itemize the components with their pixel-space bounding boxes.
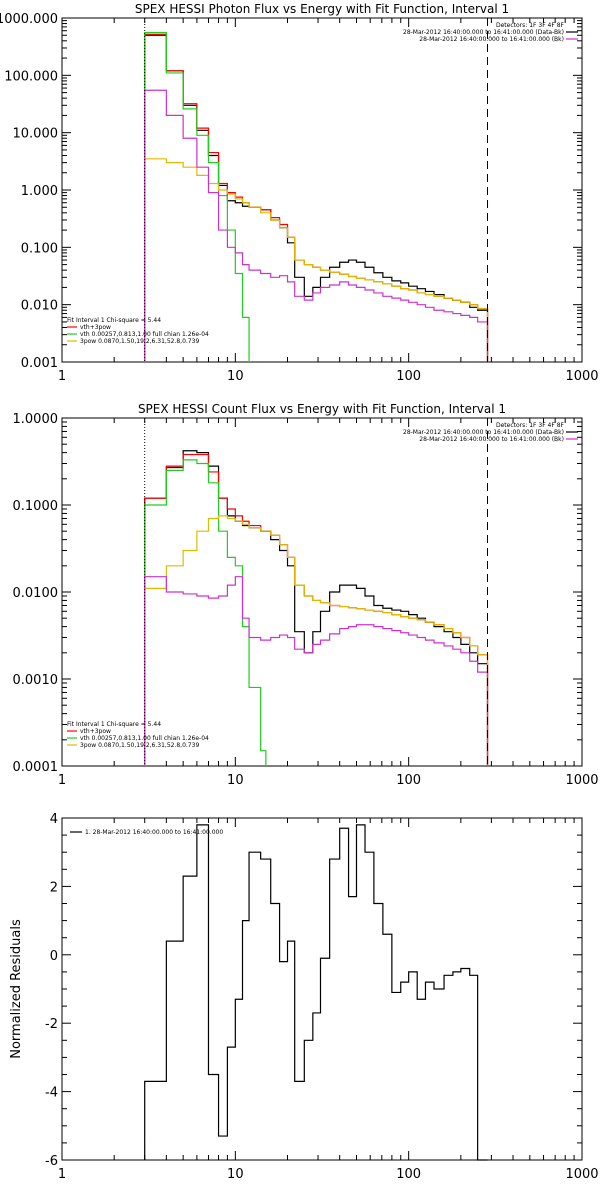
chart-1-legend-top-0: Detectors: 1F 3F 4F 8F — [496, 422, 565, 429]
chart-0-xtick-label-3: 1000 — [565, 369, 598, 384]
chart-2-xtick-label-3: 1000 — [565, 1167, 598, 1182]
chart-0-legend-bottom-1: vth+3pow — [80, 324, 111, 331]
chart-2-frame — [61, 817, 583, 1161]
chart-0-legend-bottom-3: 3pow 0.0870,1.50,19.2,6.31,52.8,0.739 — [80, 338, 199, 345]
chart-2-xtick-label-1: 10 — [227, 1167, 244, 1182]
chart-2-ytick-label-0: -6 — [45, 1154, 58, 1169]
chart-2-series-0 — [144, 824, 488, 1161]
chart-1-ytick-label-3: 0.1000 — [13, 499, 59, 514]
chart-0-legend-top-2: 28-Mar-2012 16:40:00.000 to 16:41:00.000… — [419, 36, 564, 43]
chart-0-legend-bottom-2: vth 0.00257,0.813,1.00 full chian 1.26e-… — [80, 331, 209, 338]
chart-1-ytick-label-0: 0.0001 — [13, 760, 59, 775]
chart-0-series-3 — [144, 158, 489, 362]
chart-0-ytick-label-3: 1.000 — [21, 184, 58, 199]
chart-1-series-0 — [144, 450, 489, 766]
chart-2-xtick-label-2: 100 — [396, 1167, 421, 1182]
chart-1-ytick-label-2: 0.0100 — [13, 586, 59, 601]
chart-0-ytick-label-4: 10.000 — [13, 127, 59, 142]
chart-2-ytick-label-3: 0 — [50, 949, 58, 964]
chart-0-legend-bottom-0: Fit Interval 1 Chi-square = 5.44 — [67, 317, 161, 324]
chart-0-series-2 — [144, 31, 250, 362]
chart-0-title: SPEX HESSI Photon Flux vs Energy with Fi… — [135, 2, 509, 16]
chart-0-xtick-label-2: 100 — [396, 369, 421, 384]
chart-0-series-4 — [144, 89, 489, 362]
chart-2-ytick-label-2: -2 — [45, 1017, 58, 1032]
chart-2-ytick-label-4: 2 — [50, 880, 58, 895]
chart-0-ytick-label-1: 0.010 — [21, 299, 58, 314]
chart-0-legend-top-0: Detectors: 1F 3F 4F 8F — [496, 22, 565, 29]
chart-0-ytick-label-6: 1000.000 — [0, 12, 58, 27]
chart-1-legend-bottom-2: vth 0.00257,0.813,1.00 full chian 1.26e-… — [80, 735, 209, 742]
chart-1-series-4 — [144, 576, 489, 766]
chart-1-legend-top-2: 28-Mar-2012 16:40:00.000 to 16:41:00.000… — [419, 436, 564, 443]
chart-0-legend-top-1: 28-Mar-2012 16:40:00.000 to 16:41:00.000… — [403, 29, 564, 36]
chart-1-legend-bottom-3: 3pow 0.0870,1.50,19.2,6.31,52.8,0.739 — [80, 742, 199, 749]
chart-2-xtick-label-0: 1 — [58, 1167, 66, 1182]
chart-2-ytick-label-5: 4 — [50, 812, 58, 827]
chart-0-xtick-label-1: 10 — [227, 369, 244, 384]
chart-0-ytick-label-5: 100.000 — [4, 69, 58, 84]
chart-1-legend-top-1: 28-Mar-2012 16:40:00.000 to 16:41:00.000… — [403, 429, 564, 436]
chart-1-xtick-label-2: 100 — [396, 773, 421, 788]
chart-1-series-3 — [144, 515, 489, 766]
chart-1-title: SPEX HESSI Count Flux vs Energy with Fit… — [138, 402, 506, 416]
chart-2-ylabel: Normalized Residuals — [9, 919, 24, 1059]
chart-0-series-1 — [144, 33, 489, 362]
chart-0-frame — [61, 17, 583, 363]
chart-0-xtick-label-0: 1 — [58, 369, 66, 384]
chart-2-ytick-label-1: -4 — [45, 1086, 58, 1101]
chart-1-xtick-label-1: 10 — [227, 773, 244, 788]
chart-1-series-2 — [144, 459, 267, 766]
chart-1-legend-bottom-0: Fit Interval 1 Chi-square = 5.44 — [67, 721, 161, 728]
chart-1-ytick-label-4: 1.0000 — [13, 412, 59, 427]
chart-0-series-0 — [144, 34, 489, 362]
chart-1-frame — [61, 417, 583, 767]
chart-1-xtick-label-0: 1 — [58, 773, 66, 788]
chart-1-legend-bottom-1: vth+3pow — [80, 728, 111, 735]
chart-1-xtick-label-3: 1000 — [565, 773, 598, 788]
chart-1-series-1 — [144, 453, 489, 766]
chart-0-ytick-label-2: 0.100 — [21, 241, 58, 256]
chart-0-ytick-label-0: 0.001 — [21, 356, 58, 371]
chart-2-legend-label: 1. 28-Mar-2012 16:40:00.000 to 16:41:00.… — [85, 829, 223, 836]
chart-1-ytick-label-1: 0.0010 — [13, 673, 59, 688]
